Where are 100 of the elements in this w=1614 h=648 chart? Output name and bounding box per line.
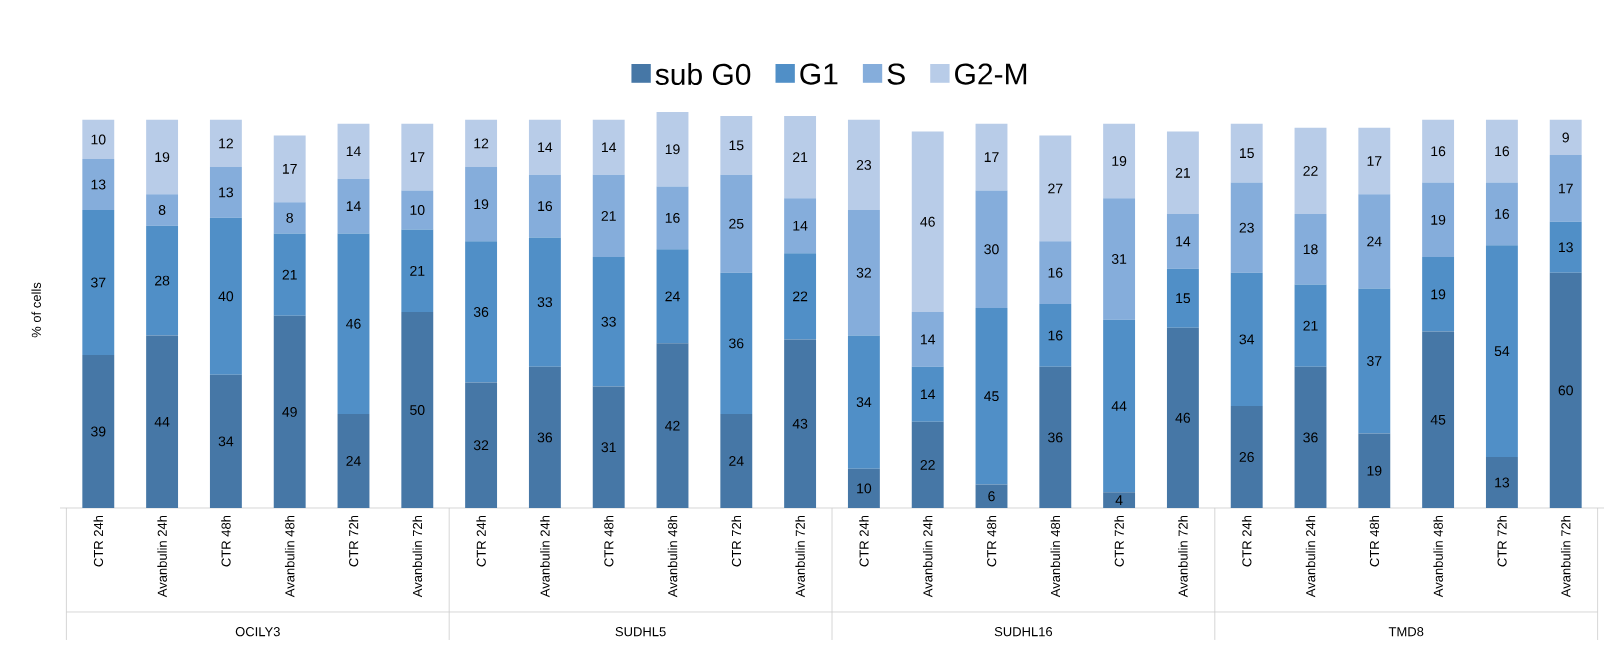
data-label: 21: [410, 265, 425, 276]
data-label: 16: [538, 201, 553, 212]
bar: [1485, 119, 1518, 183]
data-label: 13: [1495, 477, 1510, 488]
data-label: 16: [1048, 330, 1063, 341]
data-label: 46: [920, 216, 935, 227]
bar: [720, 115, 753, 175]
bar: [1358, 194, 1391, 289]
bar: [1166, 268, 1199, 328]
data-label: 31: [601, 442, 616, 453]
bar: [528, 366, 561, 508]
x-tick-label: CTR 72h: [1497, 515, 1507, 567]
bar: [401, 190, 434, 230]
data-label: 44: [154, 416, 170, 427]
bar: [1039, 366, 1072, 508]
data-label: 16: [1431, 146, 1446, 157]
bar: [1230, 182, 1263, 273]
bar: [401, 123, 434, 191]
bar: [784, 115, 817, 199]
data-label: 19: [1431, 289, 1446, 300]
bar: [1103, 123, 1136, 199]
data-label: 24: [665, 291, 680, 302]
x-tick-label: CTR 48h: [1369, 515, 1380, 567]
bar: [209, 374, 242, 508]
bar: [1166, 327, 1199, 508]
data-label: 14: [793, 220, 808, 231]
bar: [975, 308, 1008, 485]
bar: [1039, 241, 1072, 305]
data-label: 36: [1048, 432, 1063, 443]
bar: [656, 249, 689, 344]
bar: [1230, 123, 1263, 183]
bar: [1358, 127, 1391, 195]
bar: [1485, 182, 1518, 246]
data-label: 44: [1111, 401, 1127, 411]
bar: [592, 119, 625, 175]
data-label: 14: [920, 334, 936, 345]
bar: [784, 339, 817, 508]
bar: [1422, 257, 1455, 332]
data-label: 13: [91, 179, 106, 190]
data-label: 21: [793, 152, 808, 162]
data-label: 16: [1048, 267, 1063, 278]
data-label: 34: [1239, 334, 1255, 345]
x-tick-label: CTR 24h: [476, 515, 486, 567]
bar: [465, 166, 498, 242]
bar: [1294, 213, 1327, 285]
data-label: 34: [218, 436, 234, 447]
bar: [1230, 272, 1263, 407]
data-label: 17: [282, 164, 297, 174]
bar: [1422, 119, 1455, 183]
x-tick-label: CTR 72h: [1114, 515, 1124, 567]
bar: [1294, 127, 1327, 214]
bar: [911, 366, 944, 422]
x-tick-label: Avanbulin 48h: [284, 515, 295, 598]
x-tick-label: CTR 72h: [731, 515, 742, 567]
data-label: 19: [665, 144, 680, 155]
data-label: 12: [474, 138, 489, 149]
data-label: 12: [219, 138, 233, 149]
bar: [337, 123, 370, 179]
data-label: 21: [1303, 320, 1318, 331]
bar: [1103, 319, 1136, 493]
legend-label: S: [887, 63, 905, 85]
data-label: 17: [1558, 183, 1573, 194]
x-tick-label: Avanbulin 48h: [667, 515, 678, 598]
x-tick-label: Avanbulin 48h: [1050, 515, 1061, 598]
bar: [847, 119, 880, 211]
bar: [592, 174, 625, 258]
data-label: 42: [665, 420, 680, 431]
bar: [847, 210, 880, 336]
bar: [656, 186, 689, 250]
bar: [1103, 198, 1136, 320]
bar: [784, 198, 817, 254]
data-label: 39: [91, 426, 106, 437]
bar: [911, 131, 944, 312]
data-label: 22: [793, 291, 808, 302]
data-label: 23: [856, 159, 872, 170]
legend-label: G1: [800, 63, 838, 85]
bar: [1294, 366, 1327, 508]
data-label: 36: [537, 432, 553, 443]
data-label: 14: [920, 389, 936, 400]
bar: [273, 202, 306, 234]
bar: [1039, 304, 1072, 367]
bar: [847, 335, 880, 469]
data-label: 32: [473, 440, 489, 451]
data-label: 19: [1431, 214, 1446, 225]
bar: [146, 194, 179, 226]
data-label: 31: [1111, 254, 1127, 264]
data-label: 19: [155, 152, 170, 163]
bar: [209, 119, 242, 167]
text: OCILY3: [235, 627, 280, 637]
x-tick-label: CTR 24h: [1241, 515, 1252, 567]
data-label: 33: [601, 316, 616, 327]
y-axis-title: % of cells: [31, 282, 41, 338]
bar: [337, 178, 370, 234]
bar: [337, 413, 370, 508]
data-label: 16: [1495, 146, 1510, 157]
bar: [273, 315, 306, 508]
bar: [401, 311, 434, 508]
data-label: 10: [91, 134, 106, 145]
bar: [1549, 221, 1582, 273]
x-tick-label: CTR 24h: [93, 515, 104, 567]
